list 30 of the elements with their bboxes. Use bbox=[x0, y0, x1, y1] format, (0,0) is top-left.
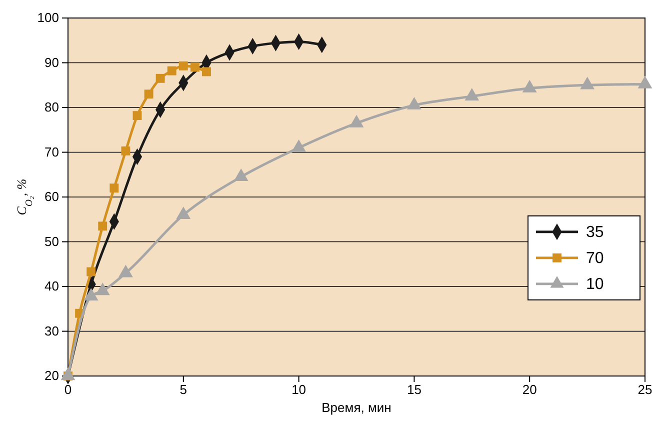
legend-label: 70 bbox=[586, 250, 604, 267]
y-tick-label: 40 bbox=[44, 278, 59, 294]
x-tick-label: 10 bbox=[292, 382, 306, 398]
point bbox=[121, 146, 130, 156]
x-tick-label: 25 bbox=[638, 382, 652, 398]
y-tick-label: 30 bbox=[44, 323, 59, 338]
y-tick-label: 90 bbox=[44, 54, 59, 70]
point bbox=[132, 111, 142, 120]
y-tick-label: 80 bbox=[44, 100, 59, 115]
x-tick-label: 20 bbox=[522, 382, 537, 398]
point bbox=[156, 74, 165, 83]
x-tick-label: 5 bbox=[180, 382, 188, 398]
point bbox=[202, 67, 211, 76]
point bbox=[98, 222, 108, 231]
x-axis-title: Время, мин bbox=[322, 400, 392, 415]
x-tick-label: 0 bbox=[64, 382, 72, 398]
legend-label: 35 bbox=[586, 224, 604, 241]
x-tick-label: 15 bbox=[406, 382, 422, 398]
y-tick-label: 70 bbox=[44, 144, 59, 160]
y-tick-label: 100 bbox=[37, 10, 59, 26]
point bbox=[167, 66, 176, 76]
point bbox=[110, 184, 119, 193]
y-tick-label: 60 bbox=[44, 189, 59, 204]
point bbox=[144, 90, 154, 99]
y-tick-label: 50 bbox=[44, 234, 59, 249]
point bbox=[86, 267, 96, 276]
point bbox=[190, 62, 200, 72]
legend-label: 10 bbox=[586, 276, 604, 293]
y-tick-label: 20 bbox=[44, 368, 59, 384]
point bbox=[178, 61, 188, 70]
